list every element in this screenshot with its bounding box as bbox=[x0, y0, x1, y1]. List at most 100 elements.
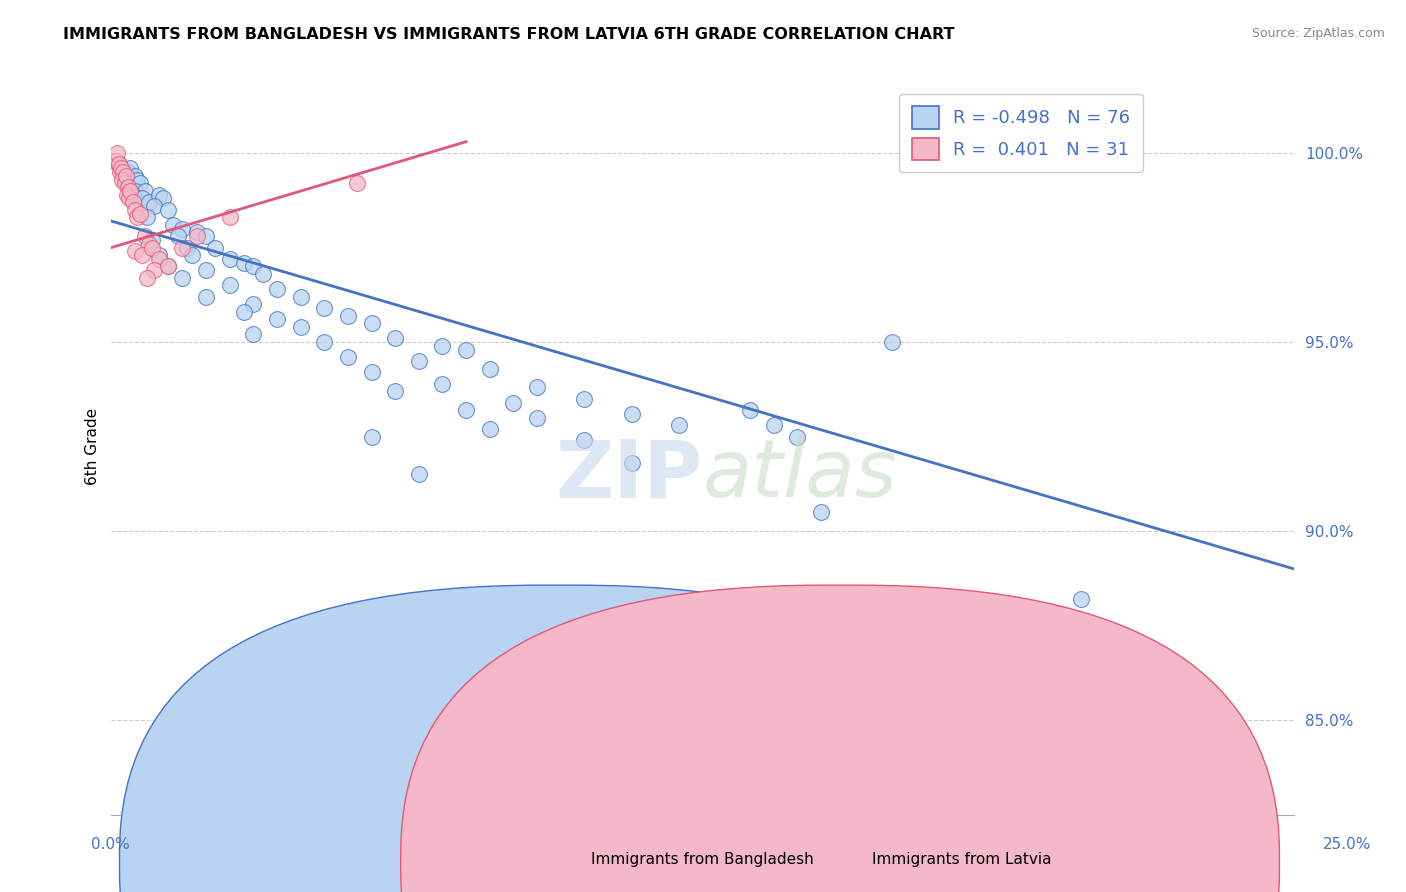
Point bbox=[242, 297, 264, 311]
Point bbox=[112, 165, 135, 179]
Point bbox=[120, 161, 142, 176]
Point bbox=[432, 376, 454, 391]
Point bbox=[195, 290, 218, 304]
Point bbox=[108, 165, 131, 179]
Point bbox=[242, 327, 264, 342]
Point bbox=[148, 248, 170, 262]
Point bbox=[117, 165, 139, 179]
Point bbox=[408, 467, 430, 482]
Point bbox=[118, 191, 141, 205]
Point bbox=[384, 331, 406, 345]
Point bbox=[143, 263, 166, 277]
Point bbox=[131, 248, 153, 262]
Point bbox=[157, 202, 180, 217]
Point bbox=[107, 157, 129, 171]
Point bbox=[232, 305, 254, 319]
Point bbox=[172, 221, 194, 235]
Point bbox=[738, 403, 761, 417]
Point bbox=[1070, 592, 1092, 607]
Point bbox=[180, 248, 202, 262]
Point bbox=[456, 403, 478, 417]
Point bbox=[166, 229, 188, 244]
Point bbox=[574, 392, 596, 406]
Point bbox=[204, 241, 226, 255]
Point bbox=[128, 176, 150, 190]
Point bbox=[880, 334, 903, 349]
Point bbox=[195, 263, 218, 277]
Point bbox=[762, 418, 785, 433]
Point bbox=[314, 301, 336, 315]
Point bbox=[526, 380, 548, 394]
Point bbox=[172, 241, 194, 255]
Point bbox=[114, 169, 136, 183]
Point bbox=[218, 252, 240, 266]
Point bbox=[195, 229, 218, 244]
Point bbox=[620, 407, 643, 421]
Point bbox=[124, 202, 146, 217]
Point bbox=[384, 384, 406, 399]
Point bbox=[128, 206, 150, 220]
Text: 0.0%: 0.0% bbox=[91, 837, 131, 852]
Point bbox=[134, 184, 156, 198]
Point bbox=[107, 157, 129, 171]
Point bbox=[290, 320, 312, 334]
Point bbox=[120, 184, 142, 198]
Point bbox=[904, 607, 927, 622]
Point bbox=[148, 252, 170, 266]
Point bbox=[176, 241, 198, 255]
Text: ZIP: ZIP bbox=[555, 436, 703, 515]
Point bbox=[314, 334, 336, 349]
Point bbox=[218, 211, 240, 225]
Point bbox=[668, 418, 690, 433]
Point bbox=[103, 153, 125, 168]
Point bbox=[124, 244, 146, 259]
Point bbox=[456, 343, 478, 357]
Point bbox=[124, 169, 146, 183]
Text: 25.0%: 25.0% bbox=[1323, 837, 1371, 852]
Point bbox=[232, 255, 254, 269]
Point bbox=[131, 191, 153, 205]
Point bbox=[186, 229, 208, 244]
Point bbox=[148, 187, 170, 202]
Point bbox=[127, 172, 149, 186]
Point bbox=[574, 434, 596, 448]
Point bbox=[124, 184, 146, 198]
Point bbox=[810, 505, 832, 519]
Point bbox=[478, 422, 501, 436]
Point bbox=[105, 146, 128, 161]
Point bbox=[336, 350, 359, 364]
Point bbox=[336, 309, 359, 323]
Point bbox=[360, 365, 382, 379]
Point bbox=[121, 195, 143, 210]
Point bbox=[141, 233, 163, 247]
Point bbox=[121, 187, 143, 202]
Text: atlas: atlas bbox=[703, 436, 897, 515]
Point bbox=[112, 165, 135, 179]
Point bbox=[266, 312, 288, 326]
Point bbox=[114, 176, 136, 190]
Point bbox=[526, 410, 548, 425]
Text: Immigrants from Bangladesh: Immigrants from Bangladesh bbox=[591, 852, 813, 867]
Point bbox=[290, 290, 312, 304]
Text: IMMIGRANTS FROM BANGLADESH VS IMMIGRANTS FROM LATVIA 6TH GRADE CORRELATION CHART: IMMIGRANTS FROM BANGLADESH VS IMMIGRANTS… bbox=[63, 27, 955, 42]
Point bbox=[157, 260, 180, 274]
Legend: R = -0.498   N = 76, R =  0.401   N = 31: R = -0.498 N = 76, R = 0.401 N = 31 bbox=[898, 94, 1143, 172]
Point bbox=[143, 199, 166, 213]
Point bbox=[478, 361, 501, 376]
Point bbox=[172, 270, 194, 285]
Point bbox=[252, 267, 274, 281]
Point bbox=[360, 429, 382, 443]
Point bbox=[218, 278, 240, 293]
Point bbox=[152, 191, 174, 205]
Point bbox=[138, 195, 160, 210]
Point bbox=[346, 176, 368, 190]
Point bbox=[127, 211, 149, 225]
Point bbox=[266, 282, 288, 296]
Point bbox=[135, 211, 157, 225]
Point bbox=[360, 316, 382, 330]
Point bbox=[114, 172, 136, 186]
Text: Source: ZipAtlas.com: Source: ZipAtlas.com bbox=[1251, 27, 1385, 40]
Point bbox=[502, 395, 524, 409]
Point bbox=[786, 429, 808, 443]
Point bbox=[186, 226, 208, 240]
